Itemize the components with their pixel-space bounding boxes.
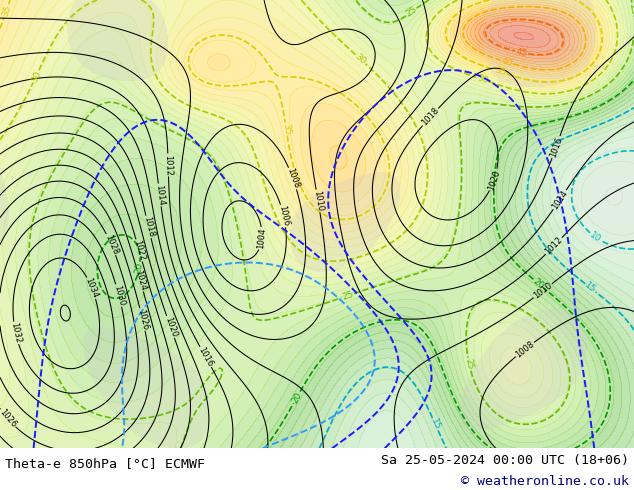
Text: 35: 35 xyxy=(0,3,13,18)
Text: 1024: 1024 xyxy=(133,269,147,292)
Text: 1030: 1030 xyxy=(112,284,126,307)
Text: 1026: 1026 xyxy=(0,407,18,429)
Text: 35: 35 xyxy=(281,122,292,135)
Text: 1032: 1032 xyxy=(9,321,22,344)
Text: 15: 15 xyxy=(429,417,442,432)
Text: 20: 20 xyxy=(290,390,304,405)
Text: 1018: 1018 xyxy=(141,216,155,238)
Text: 1010: 1010 xyxy=(532,281,554,301)
Text: 20: 20 xyxy=(134,262,145,275)
Text: 25: 25 xyxy=(341,290,354,302)
Text: 1026: 1026 xyxy=(136,308,149,331)
Text: 1014: 1014 xyxy=(154,184,165,206)
Text: 30: 30 xyxy=(30,69,42,83)
Text: 1006: 1006 xyxy=(277,205,290,227)
Text: 1008: 1008 xyxy=(285,167,301,190)
Text: 30: 30 xyxy=(353,52,368,67)
Text: Sa 25-05-2024 00:00 UTC (18+06): Sa 25-05-2024 00:00 UTC (18+06) xyxy=(381,454,629,467)
Text: 15: 15 xyxy=(583,281,598,295)
Text: 40: 40 xyxy=(500,56,514,68)
Text: 1010: 1010 xyxy=(312,190,324,212)
Text: 20: 20 xyxy=(531,276,546,291)
Text: Theta-e 850hPa [°C] ECMWF: Theta-e 850hPa [°C] ECMWF xyxy=(5,457,205,469)
Text: 1016: 1016 xyxy=(548,136,564,158)
Text: 1020: 1020 xyxy=(163,316,178,338)
Text: 25: 25 xyxy=(628,3,634,15)
Text: 35: 35 xyxy=(493,66,507,78)
Text: 1020: 1020 xyxy=(486,169,501,191)
Text: 30: 30 xyxy=(476,74,489,86)
Text: 10: 10 xyxy=(588,230,603,244)
Text: 25: 25 xyxy=(463,358,475,371)
Text: 1018: 1018 xyxy=(420,106,441,128)
Text: 1004: 1004 xyxy=(256,227,267,249)
Text: 1016: 1016 xyxy=(197,345,215,368)
Text: 1014: 1014 xyxy=(550,189,569,211)
Text: 1012: 1012 xyxy=(543,235,564,257)
Text: 25: 25 xyxy=(404,5,418,19)
Text: 1022: 1022 xyxy=(132,239,146,262)
Text: 1028: 1028 xyxy=(103,233,119,256)
Text: © weatheronline.co.uk: © weatheronline.co.uk xyxy=(461,475,629,488)
Text: 1034: 1034 xyxy=(84,276,100,299)
Text: 45: 45 xyxy=(515,47,528,58)
Text: 1008: 1008 xyxy=(514,340,536,360)
Text: 1012: 1012 xyxy=(164,154,173,175)
